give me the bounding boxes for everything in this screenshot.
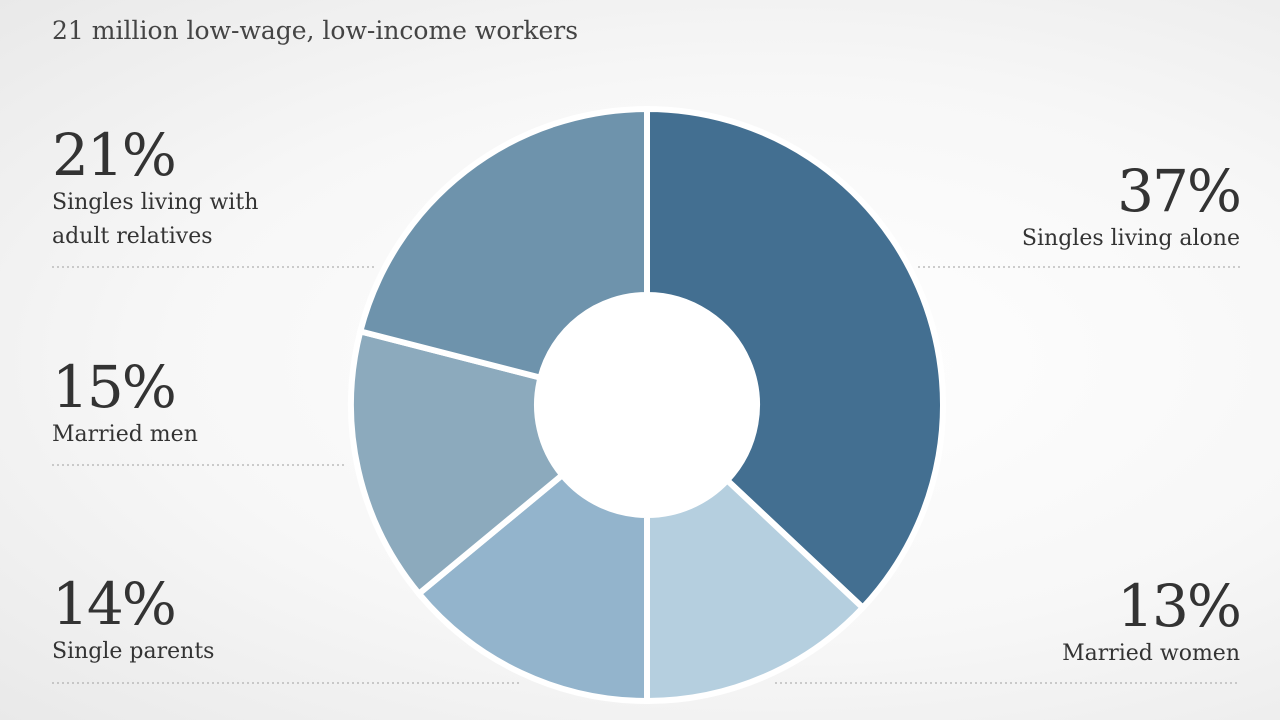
category-label: Singles living alone	[1021, 226, 1240, 251]
donut-slice	[348, 327, 567, 598]
donut-slice	[644, 105, 946, 612]
value-label: 15%	[52, 353, 177, 421]
chart-title: 21 million low-wage, low-income workers	[52, 16, 579, 45]
value-label: 14%	[52, 570, 177, 638]
value-label: 13%	[1117, 572, 1242, 640]
slice-label: 13% Married women	[970, 572, 1242, 671]
donut-slice	[414, 470, 650, 705]
slice-label: 37% Singles living alone	[970, 157, 1242, 256]
donut-slice	[356, 105, 650, 382]
slice-label: 15% Married men	[52, 356, 322, 452]
slice-label: 21% Singles living with adult relatives	[52, 124, 322, 254]
category-label: Married men	[52, 422, 198, 447]
donut-slice	[644, 476, 868, 705]
category-label: Single parents	[52, 639, 215, 664]
category-label: Singles living with adult relatives	[52, 190, 259, 249]
value-label: 37%	[1117, 157, 1242, 225]
slice-label: 14% Single parents	[52, 573, 322, 669]
category-label: Married women	[1062, 641, 1240, 666]
value-label: 21%	[52, 121, 177, 189]
donut-hole	[539, 297, 755, 513]
